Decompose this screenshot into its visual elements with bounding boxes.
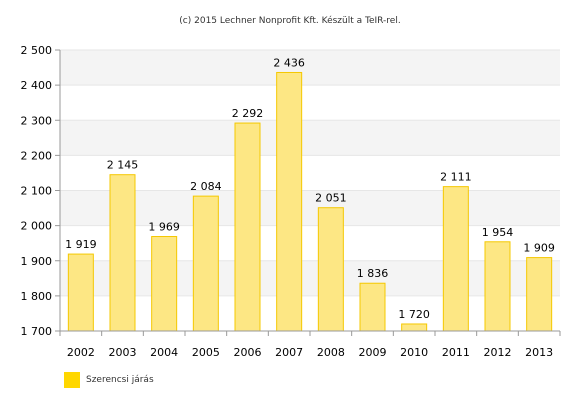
data-labels: 1 919 2 145 1 969 2 084 2 292 2 436 2 051 1 836… — [65, 56, 555, 320]
y-axis-ticks: 1 700 1 800 1 900 2 000 2 100 2 200 2 300 2 400… — [21, 44, 61, 338]
chart-credit: (c) 2015 Lechner Nonprofit Kft. Készült … — [179, 16, 401, 26]
x-axis: 2002 2003 2004 2005 2006 2007 2008 2009 2010 2011… — [59, 330, 561, 359]
bar-2006[interactable] — [234, 122, 261, 332]
data-label: 1 969 — [148, 221, 180, 234]
bar-2003[interactable] — [109, 174, 136, 332]
data-label: 1 836 — [357, 267, 389, 280]
x-tick-label: 2005 — [192, 346, 220, 359]
x-tick-label: 2007 — [275, 346, 303, 359]
bar-2009[interactable] — [359, 282, 386, 332]
data-label: 1 919 — [65, 238, 97, 251]
bar-2002[interactable] — [67, 253, 94, 332]
x-tick-label: 2009 — [359, 346, 387, 359]
bar-2008[interactable] — [317, 207, 344, 332]
grid-band — [60, 190, 560, 226]
grid-band — [60, 120, 560, 156]
grid-band — [60, 260, 560, 296]
data-label: 1 720 — [398, 308, 430, 321]
data-label: 2 145 — [107, 159, 139, 172]
bar-2004[interactable] — [151, 236, 178, 332]
legend-swatch — [64, 372, 80, 388]
bar-2007[interactable] — [276, 71, 303, 332]
y-tick-label: 1 900 — [21, 255, 53, 268]
y-tick-label: 2 100 — [21, 185, 53, 198]
legend-label: Szerencsi járás — [86, 375, 154, 385]
data-label: 2 111 — [440, 171, 472, 184]
x-tick-label: 2006 — [234, 346, 262, 359]
bar-2005[interactable] — [192, 195, 219, 332]
x-tick-label: 2012 — [484, 346, 512, 359]
grid-band — [60, 50, 560, 86]
legend[interactable]: Szerencsi járás — [64, 372, 154, 388]
bar-2013[interactable] — [526, 257, 553, 332]
y-tick-label: 2 200 — [21, 149, 53, 162]
grid-bands — [60, 50, 560, 296]
data-label: 1 909 — [523, 242, 555, 255]
data-label: 2 436 — [273, 56, 305, 69]
y-tick-label: 1 700 — [21, 325, 53, 338]
x-tick-label: 2011 — [442, 346, 470, 359]
y-tick-label: 2 300 — [21, 114, 53, 127]
bar-2010[interactable] — [401, 323, 428, 332]
bar-2012[interactable] — [484, 241, 511, 332]
x-tick-label: 2003 — [109, 346, 137, 359]
data-label: 2 051 — [315, 192, 347, 205]
y-tick-label: 2 500 — [21, 44, 53, 57]
y-tick-label: 2 000 — [21, 220, 53, 233]
x-tick-label: 2004 — [150, 346, 178, 359]
x-tick-label: 2010 — [400, 346, 428, 359]
data-label: 1 954 — [482, 226, 514, 239]
bar-2011[interactable] — [442, 186, 469, 332]
x-tick-label: 2013 — [525, 346, 553, 359]
y-tick-label: 1 800 — [21, 290, 53, 303]
data-label: 2 084 — [190, 180, 222, 193]
x-tick-label: 2002 — [67, 346, 95, 359]
x-tick-label: 2008 — [317, 346, 345, 359]
bars — [67, 71, 553, 332]
y-tick-label: 2 400 — [21, 79, 53, 92]
data-label: 2 292 — [232, 107, 264, 120]
